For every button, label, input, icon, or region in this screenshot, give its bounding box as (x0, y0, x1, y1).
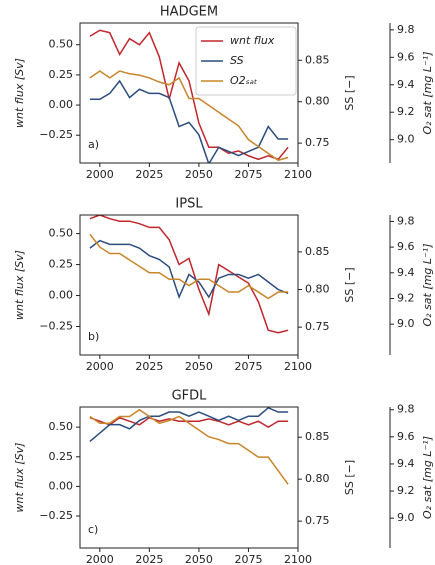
y2-tick-label: 0.85 (305, 53, 330, 66)
y3-tick-label: 9.6 (397, 240, 415, 253)
series-line (89, 408, 289, 485)
x-tick-label: 2075 (234, 553, 262, 565)
panel-title: HADGEM (160, 5, 218, 20)
y2-tick-label: 0.75 (305, 136, 330, 149)
y-tick-label: −0.25 (39, 128, 73, 141)
x-tick-label: 2000 (86, 553, 114, 565)
y3-tick-label: 9.2 (397, 484, 415, 497)
y3-tick-label: 9.0 (397, 133, 415, 146)
y2-axis-label: SS [−] (343, 267, 356, 302)
plot-frame (79, 22, 299, 164)
y3-tick-label: 9.6 (397, 430, 415, 443)
y2-axis-label: SS [−] (343, 460, 356, 495)
y-tick-label: 0.25 (49, 450, 74, 463)
y2-tick-label: 0.80 (305, 95, 330, 108)
y-tick-label: −0.25 (39, 509, 73, 522)
y-tick-label: 0.25 (49, 68, 74, 81)
y3-tick-label: 9.6 (397, 50, 415, 63)
y-tick-label: 0.00 (49, 289, 74, 302)
y2-tick-label: 0.75 (305, 320, 330, 333)
y-axis-label: wnt flux [Sv] (13, 58, 26, 128)
y3-tick-label: 9.0 (397, 511, 415, 524)
legend-box (195, 26, 297, 96)
legend-label: SS (230, 54, 244, 67)
y3-tick-label: 9.4 (397, 266, 415, 279)
series-line (89, 407, 289, 442)
x-tick-label: 2025 (135, 168, 163, 181)
series-line (89, 239, 289, 300)
series-line (89, 233, 289, 300)
plot-frame (79, 406, 299, 549)
y3-tick-label: 9.4 (397, 78, 415, 91)
series-line (89, 416, 289, 429)
y3-tick-label: 9.2 (397, 291, 415, 304)
y3-tick-label: 9.8 (397, 23, 415, 36)
x-tick-label: 2000 (86, 168, 114, 181)
y2-axis-label: SS [−] (343, 75, 356, 110)
y2-tick-label: 0.80 (305, 283, 330, 296)
x-tick-label: 2100 (284, 553, 312, 565)
y3-tick-label: 9.2 (397, 105, 415, 118)
y-tick-label: 0.50 (49, 420, 74, 433)
x-tick-label: 2100 (284, 168, 312, 181)
x-tick-label: 2025 (135, 553, 163, 565)
panel-title: GFDL (172, 389, 208, 404)
y2-tick-label: 0.85 (305, 245, 330, 258)
plot-frame (79, 214, 299, 356)
y3-tick-label: 9.8 (397, 214, 415, 227)
x-tick-label: 2050 (185, 360, 213, 373)
y-tick-label: 0.50 (49, 38, 74, 51)
series-line (89, 70, 289, 162)
panel-label: c) (88, 523, 98, 536)
x-tick-label: 2100 (284, 360, 312, 373)
panel-label: a) (88, 138, 99, 151)
series-line (89, 215, 289, 334)
x-tick-label: 2000 (86, 360, 114, 373)
panel-label: b) (88, 330, 99, 343)
y-axis-label: wnt flux [Sv] (13, 443, 26, 513)
y-axis-label: wnt flux [Sv] (13, 250, 26, 320)
x-tick-label: 2050 (185, 553, 213, 565)
y2-tick-label: 0.85 (305, 430, 330, 443)
y3-axis-label: O₂ sat [mg L⁻¹] (421, 436, 434, 519)
y3-axis-label: O₂ sat [mg L⁻¹] (421, 52, 434, 135)
panel-title: IPSL (175, 197, 203, 212)
legend-label: wnt flux (230, 34, 275, 47)
y3-tick-label: 9.4 (397, 457, 415, 470)
x-tick-label: 2050 (185, 168, 213, 181)
y2-tick-label: 0.80 (305, 472, 330, 485)
y-tick-label: 0.00 (49, 479, 74, 492)
x-tick-label: 2075 (234, 360, 262, 373)
x-tick-label: 2025 (135, 360, 163, 373)
series-line (89, 29, 289, 161)
legend-label: O2ₛₐₜ (230, 74, 257, 87)
y-tick-label: 0.25 (49, 258, 74, 271)
y-tick-label: 0.50 (49, 227, 74, 240)
y-tick-label: 0.00 (49, 98, 74, 111)
series-line (89, 79, 289, 163)
y3-tick-label: 9.8 (397, 403, 415, 416)
y-tick-label: −0.25 (39, 320, 73, 333)
y3-axis-label: O₂ sat [mg L⁻¹] (421, 244, 434, 327)
y2-tick-label: 0.75 (305, 514, 330, 527)
x-tick-label: 2075 (234, 168, 262, 181)
y3-tick-label: 9.0 (397, 317, 415, 330)
